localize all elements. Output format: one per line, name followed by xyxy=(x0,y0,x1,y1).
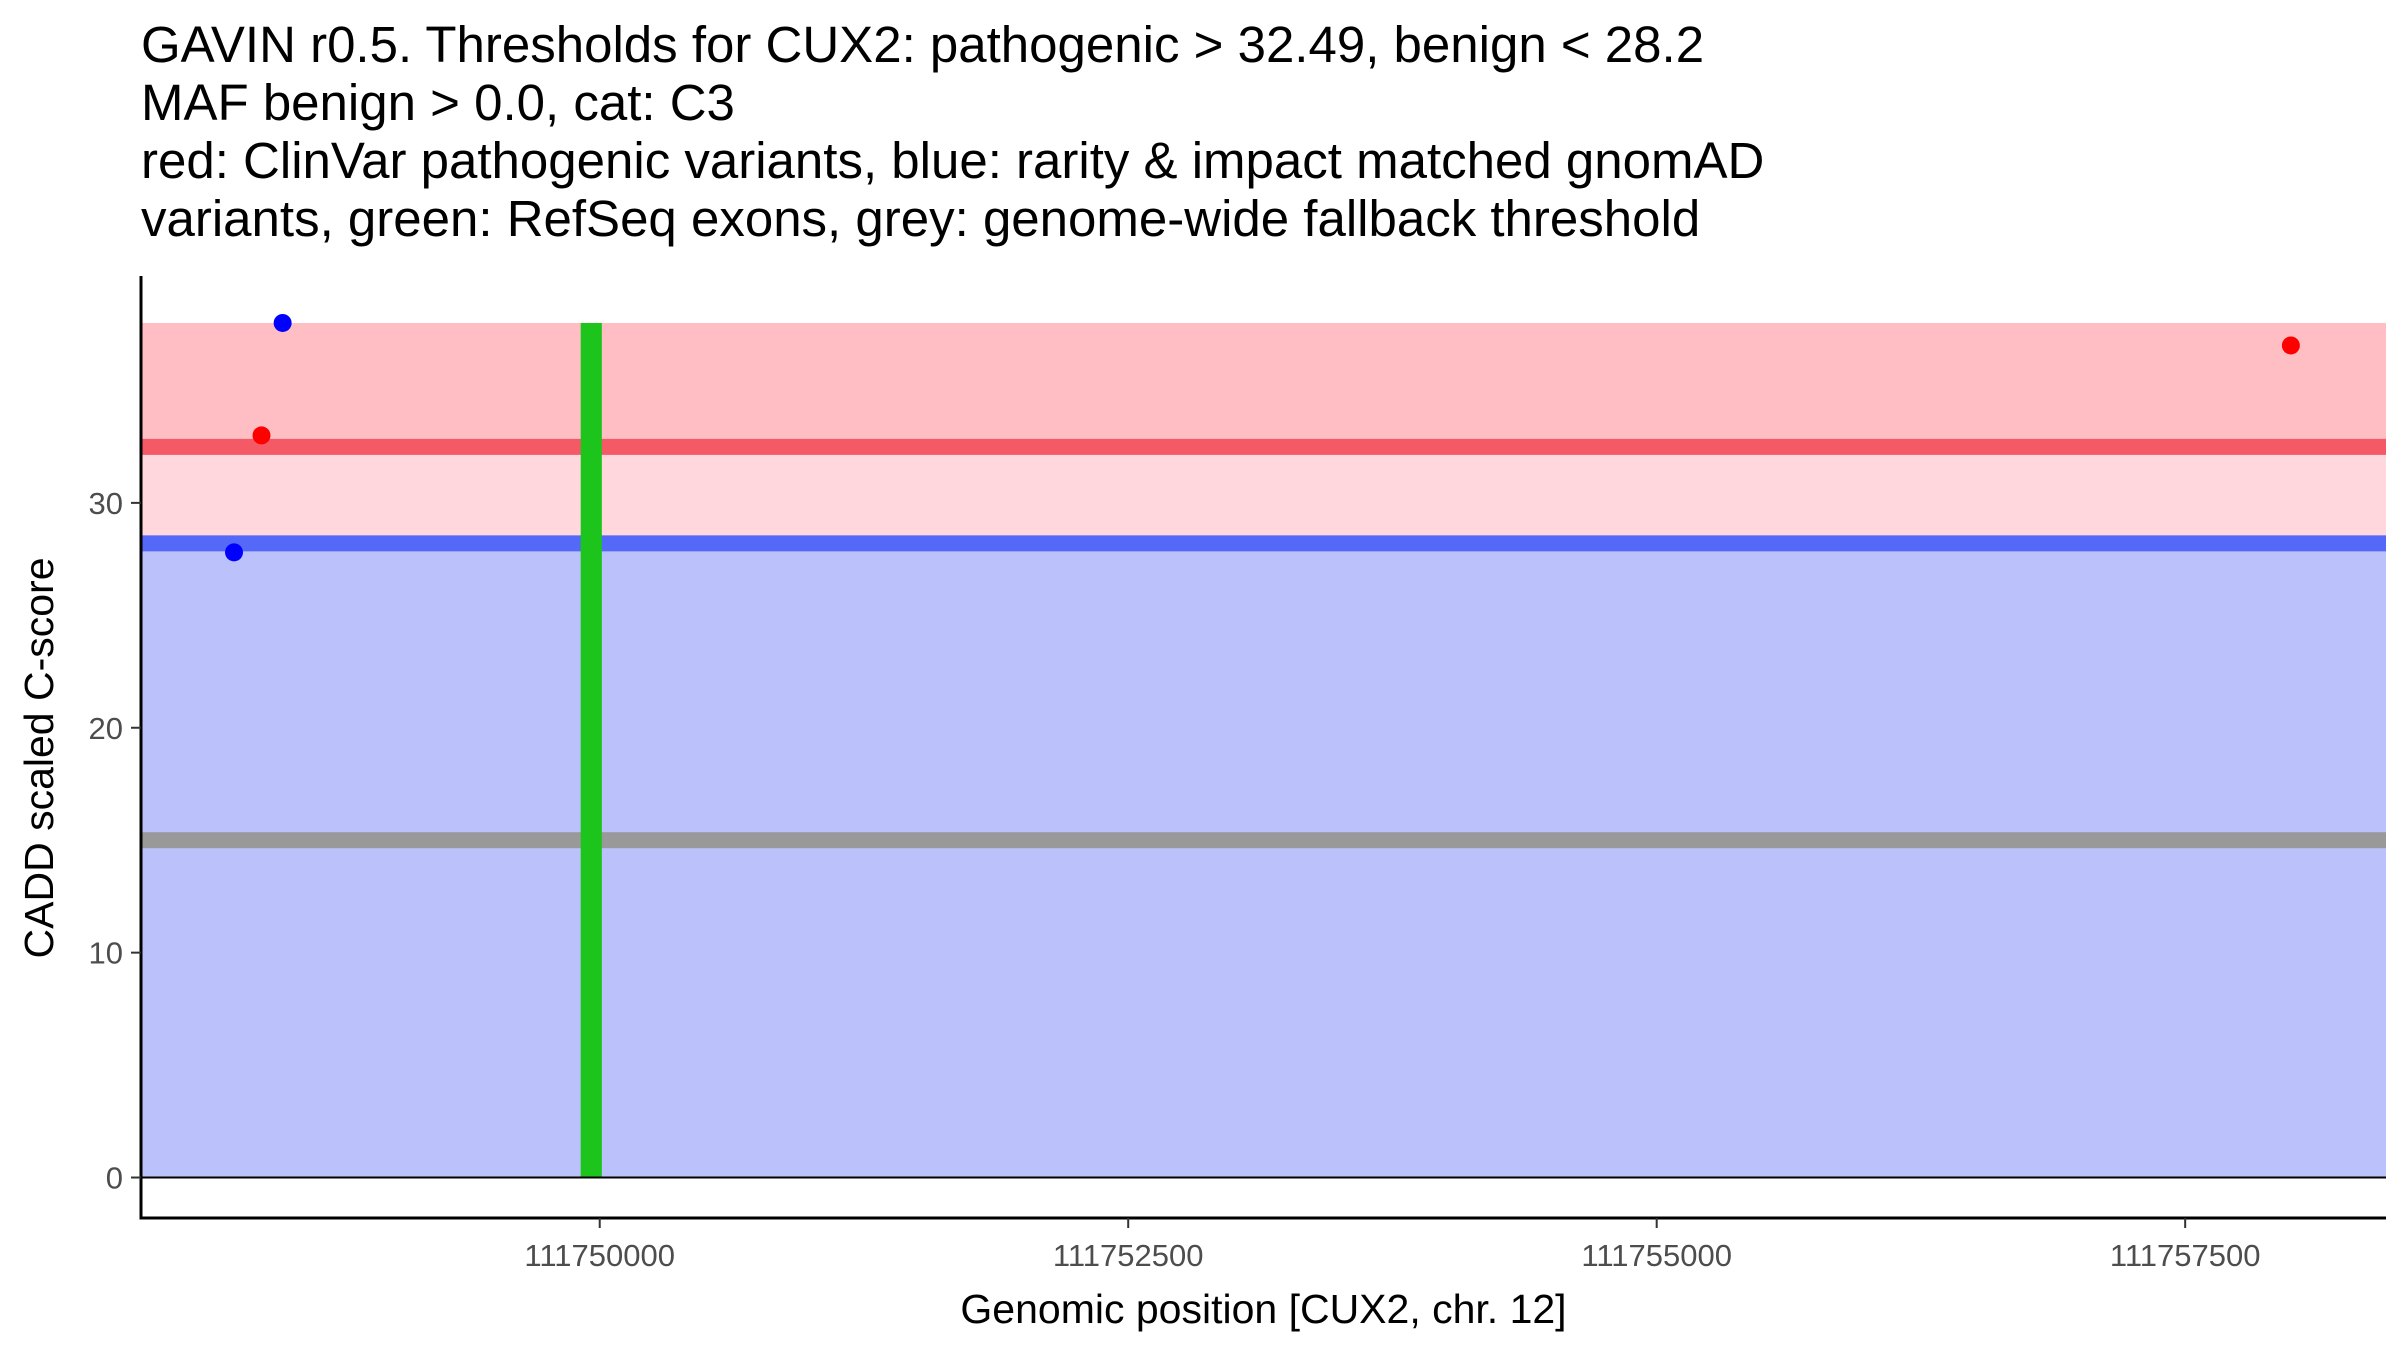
x-tick-label-111755000: 111755000 xyxy=(1581,1238,1732,1273)
title-line-4: variants, green: RefSeq exons, grey: gen… xyxy=(141,190,1700,247)
refseq-exon xyxy=(580,322,602,1178)
x-axis-title: Genomic position [CUX2, chr. 12] xyxy=(960,1286,1566,1332)
plot-area xyxy=(141,313,2386,1179)
clinvar-point-1 xyxy=(252,426,271,445)
title-line-1: GAVIN r0.5. Thresholds for CUX2: pathoge… xyxy=(141,16,1704,73)
y-tick-label-30: 30 xyxy=(89,486,123,521)
y-tick-label-0: 0 xyxy=(106,1161,123,1196)
gnomad-point-2 xyxy=(225,543,244,562)
y-tick-label-20: 20 xyxy=(89,711,123,746)
pathogenic-zone xyxy=(141,322,2386,447)
title-line-2: MAF benign > 0.0, cat: C3 xyxy=(141,74,735,131)
x-tick-label-111752500: 111752500 xyxy=(1053,1238,1204,1273)
pathogenic-threshold-line xyxy=(141,438,2386,455)
intermediate-zone xyxy=(141,446,2386,544)
axes: 0 10 20 30 111750000 111752500 111755000 111757… xyxy=(89,276,2386,1273)
benign-zone xyxy=(141,543,2386,1178)
x-tick-label-111750000: 111750000 xyxy=(524,1238,675,1273)
title-line-3: red: ClinVar pathogenic variants, blue: … xyxy=(141,132,1764,189)
y-tick-label-10: 10 xyxy=(89,936,123,971)
x-tick-label-111757500: 111757500 xyxy=(2110,1238,2261,1273)
benign-threshold-line xyxy=(141,535,2386,552)
chart-title: GAVIN r0.5. Thresholds for CUX2: pathoge… xyxy=(141,16,1764,247)
fallback-threshold-line xyxy=(141,832,2386,849)
clinvar-point-2 xyxy=(2281,336,2300,355)
gnomad-point-1 xyxy=(273,313,292,332)
y-axis-title: CADD scaled C-score xyxy=(16,558,62,959)
